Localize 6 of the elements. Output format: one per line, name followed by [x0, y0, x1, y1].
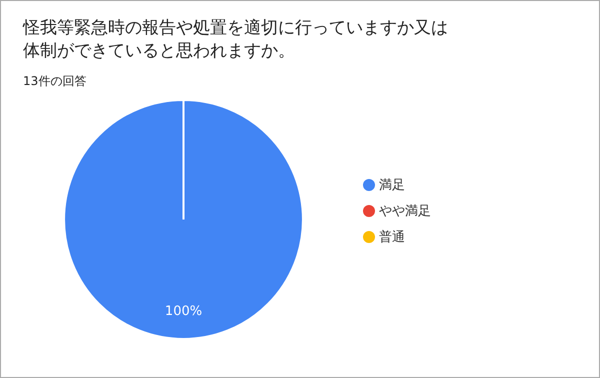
chart-title: 怪我等緊急時の報告や処置を適切に行っていますか又は体制ができていると思われますか。 [23, 17, 449, 63]
legend-label: やや満足 [379, 203, 431, 220]
legend-label: 満足 [379, 177, 405, 194]
data-label: 100% [164, 304, 202, 319]
legend-label: 普通 [379, 228, 405, 246]
chart-subtitle: 13件の回答 [23, 73, 86, 90]
